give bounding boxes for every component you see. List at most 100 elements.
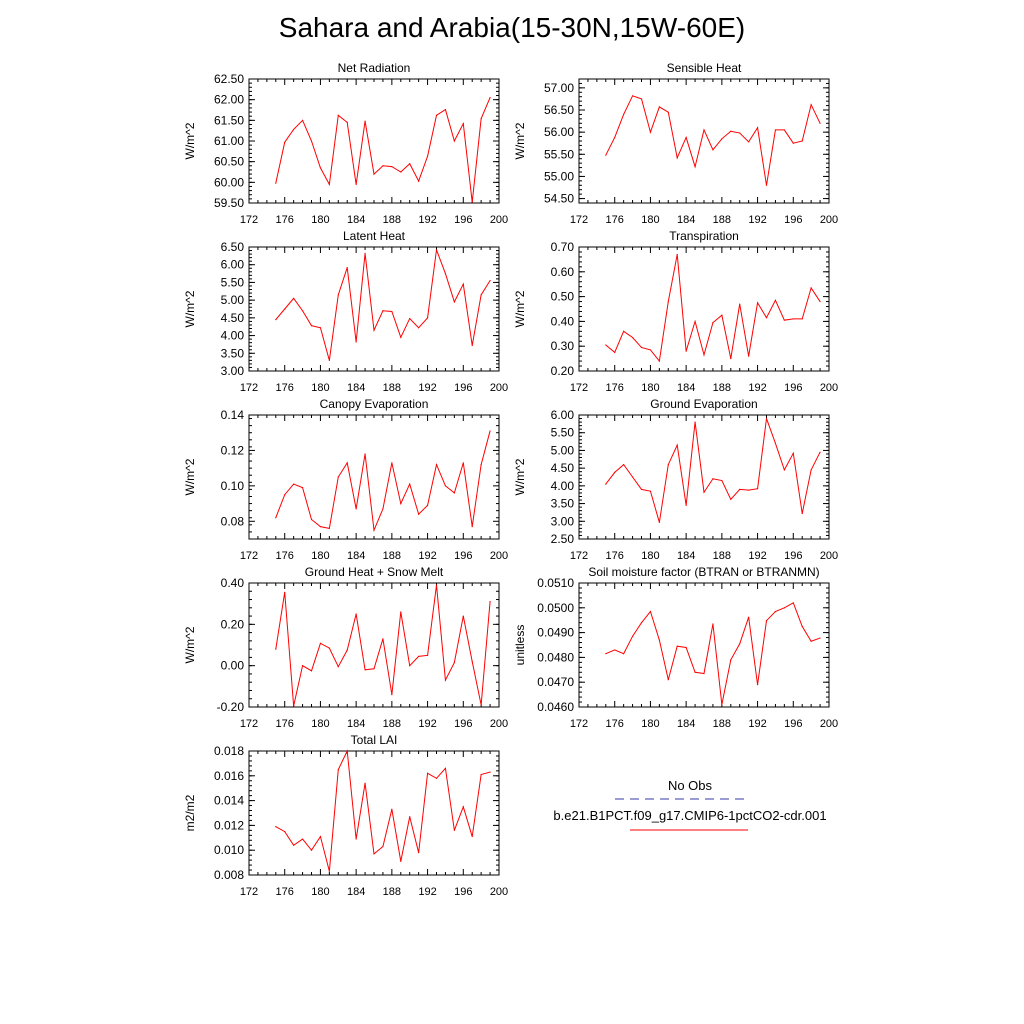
y-axis-label: W/m^2: [513, 122, 527, 159]
data-point: [444, 108, 447, 111]
data-point: [275, 517, 277, 519]
data-point: [739, 488, 741, 490]
x-tick-label: 172: [570, 550, 588, 562]
x-tick-label: 184: [677, 382, 695, 394]
data-point: [667, 300, 669, 303]
data-point: [471, 344, 473, 347]
data-point: [328, 647, 330, 649]
y-tick-label: 0.20: [221, 617, 245, 631]
y-tick-label: 4.00: [221, 329, 245, 343]
data-point: [364, 669, 366, 671]
data-point: [694, 166, 696, 168]
x-tick-label: 200: [820, 718, 838, 730]
data-point: [756, 684, 759, 686]
data-point: [605, 653, 607, 655]
data-point: [623, 113, 625, 116]
y-tick-label: 57.00: [544, 81, 574, 95]
data-point: [774, 129, 777, 131]
data-point: [355, 838, 357, 840]
y-axis-label: m2/m2: [183, 794, 197, 831]
data-point: [426, 654, 429, 656]
data-point: [792, 142, 794, 144]
x-tick-label: 200: [490, 382, 508, 394]
data-point: [355, 613, 357, 615]
series-line: [605, 254, 821, 363]
data-point: [703, 354, 705, 356]
data-point: [623, 653, 625, 655]
x-tick-label: 184: [347, 382, 365, 394]
x-tick-label: 180: [311, 886, 329, 898]
data-point: [614, 351, 616, 353]
data-point: [435, 464, 438, 466]
series-line: [605, 602, 821, 705]
x-tick-label: 188: [713, 214, 731, 226]
x-tick-label: 196: [454, 550, 472, 562]
data-point: [444, 272, 447, 275]
data-point: [301, 487, 304, 489]
data-point: [364, 120, 366, 122]
data-point: [721, 703, 723, 706]
y-tick-label: 4.50: [221, 311, 245, 325]
plot-frame: [578, 582, 830, 708]
y-axis-label: W/m^2: [183, 626, 197, 663]
data-point: [480, 118, 482, 120]
data-point: [462, 462, 464, 464]
x-tick-label: 188: [713, 718, 731, 730]
data-point: [676, 645, 678, 647]
x-tick-label: 176: [606, 382, 624, 394]
data-point: [640, 98, 643, 100]
x-tick-label: 196: [784, 550, 802, 562]
data-point: [649, 349, 652, 351]
data-point: [623, 464, 625, 466]
x-tick-label: 192: [748, 718, 766, 730]
data-point: [489, 97, 491, 99]
data-point: [373, 329, 375, 331]
data-point: [355, 341, 357, 343]
data-point: [391, 166, 393, 168]
plot-frame: [248, 246, 500, 372]
y-tick-label: 54.50: [544, 192, 574, 206]
x-tick-label: 176: [606, 718, 624, 730]
panel-title: Transpiration: [669, 229, 739, 243]
data-point: [667, 679, 669, 681]
data-point: [284, 831, 286, 833]
data-point: [471, 660, 473, 663]
data-point: [685, 646, 687, 649]
data-point: [435, 777, 438, 779]
y-tick-label: 60.50: [214, 155, 244, 169]
data-point: [373, 853, 375, 855]
x-tick-label: 188: [383, 886, 401, 898]
y-tick-label: 0.30: [551, 339, 575, 353]
data-point: [391, 310, 393, 313]
data-point: [275, 648, 277, 650]
data-point: [703, 491, 705, 493]
data-point: [765, 317, 768, 319]
y-tick-label: 0.0510: [537, 576, 574, 590]
x-tick-label: 184: [347, 550, 365, 562]
data-point: [685, 504, 687, 506]
y-tick-label: 0.0490: [537, 626, 574, 640]
x-tick-label: 188: [713, 382, 731, 394]
x-tick-label: 188: [383, 718, 401, 730]
x-tick-label: 196: [454, 718, 472, 730]
data-point: [301, 310, 304, 312]
y-tick-label: 59.50: [214, 196, 244, 210]
series-line: [275, 249, 491, 361]
y-tick-label: 3.50: [551, 497, 575, 511]
data-point: [444, 679, 447, 681]
data-point: [346, 266, 348, 269]
chart-panel-9: Total LAI m2/m2 172 176 180 184 188 192 196 200 0.…: [183, 733, 508, 898]
data-point: [319, 167, 322, 169]
y-tick-label: 5.50: [221, 275, 245, 289]
y-tick-label: 56.00: [544, 125, 574, 139]
y-axis-label: W/m^2: [513, 458, 527, 495]
main-title: Sahara and Arabia(15-30N,15W-60E): [278, 12, 746, 43]
data-point: [337, 666, 339, 668]
data-point: [337, 769, 339, 771]
x-tick-label: 188: [713, 550, 731, 562]
data-point: [319, 526, 322, 528]
data-point: [712, 478, 714, 480]
x-tick-label: 180: [311, 550, 329, 562]
data-point: [783, 129, 785, 131]
y-tick-label: 0.60: [551, 265, 575, 279]
